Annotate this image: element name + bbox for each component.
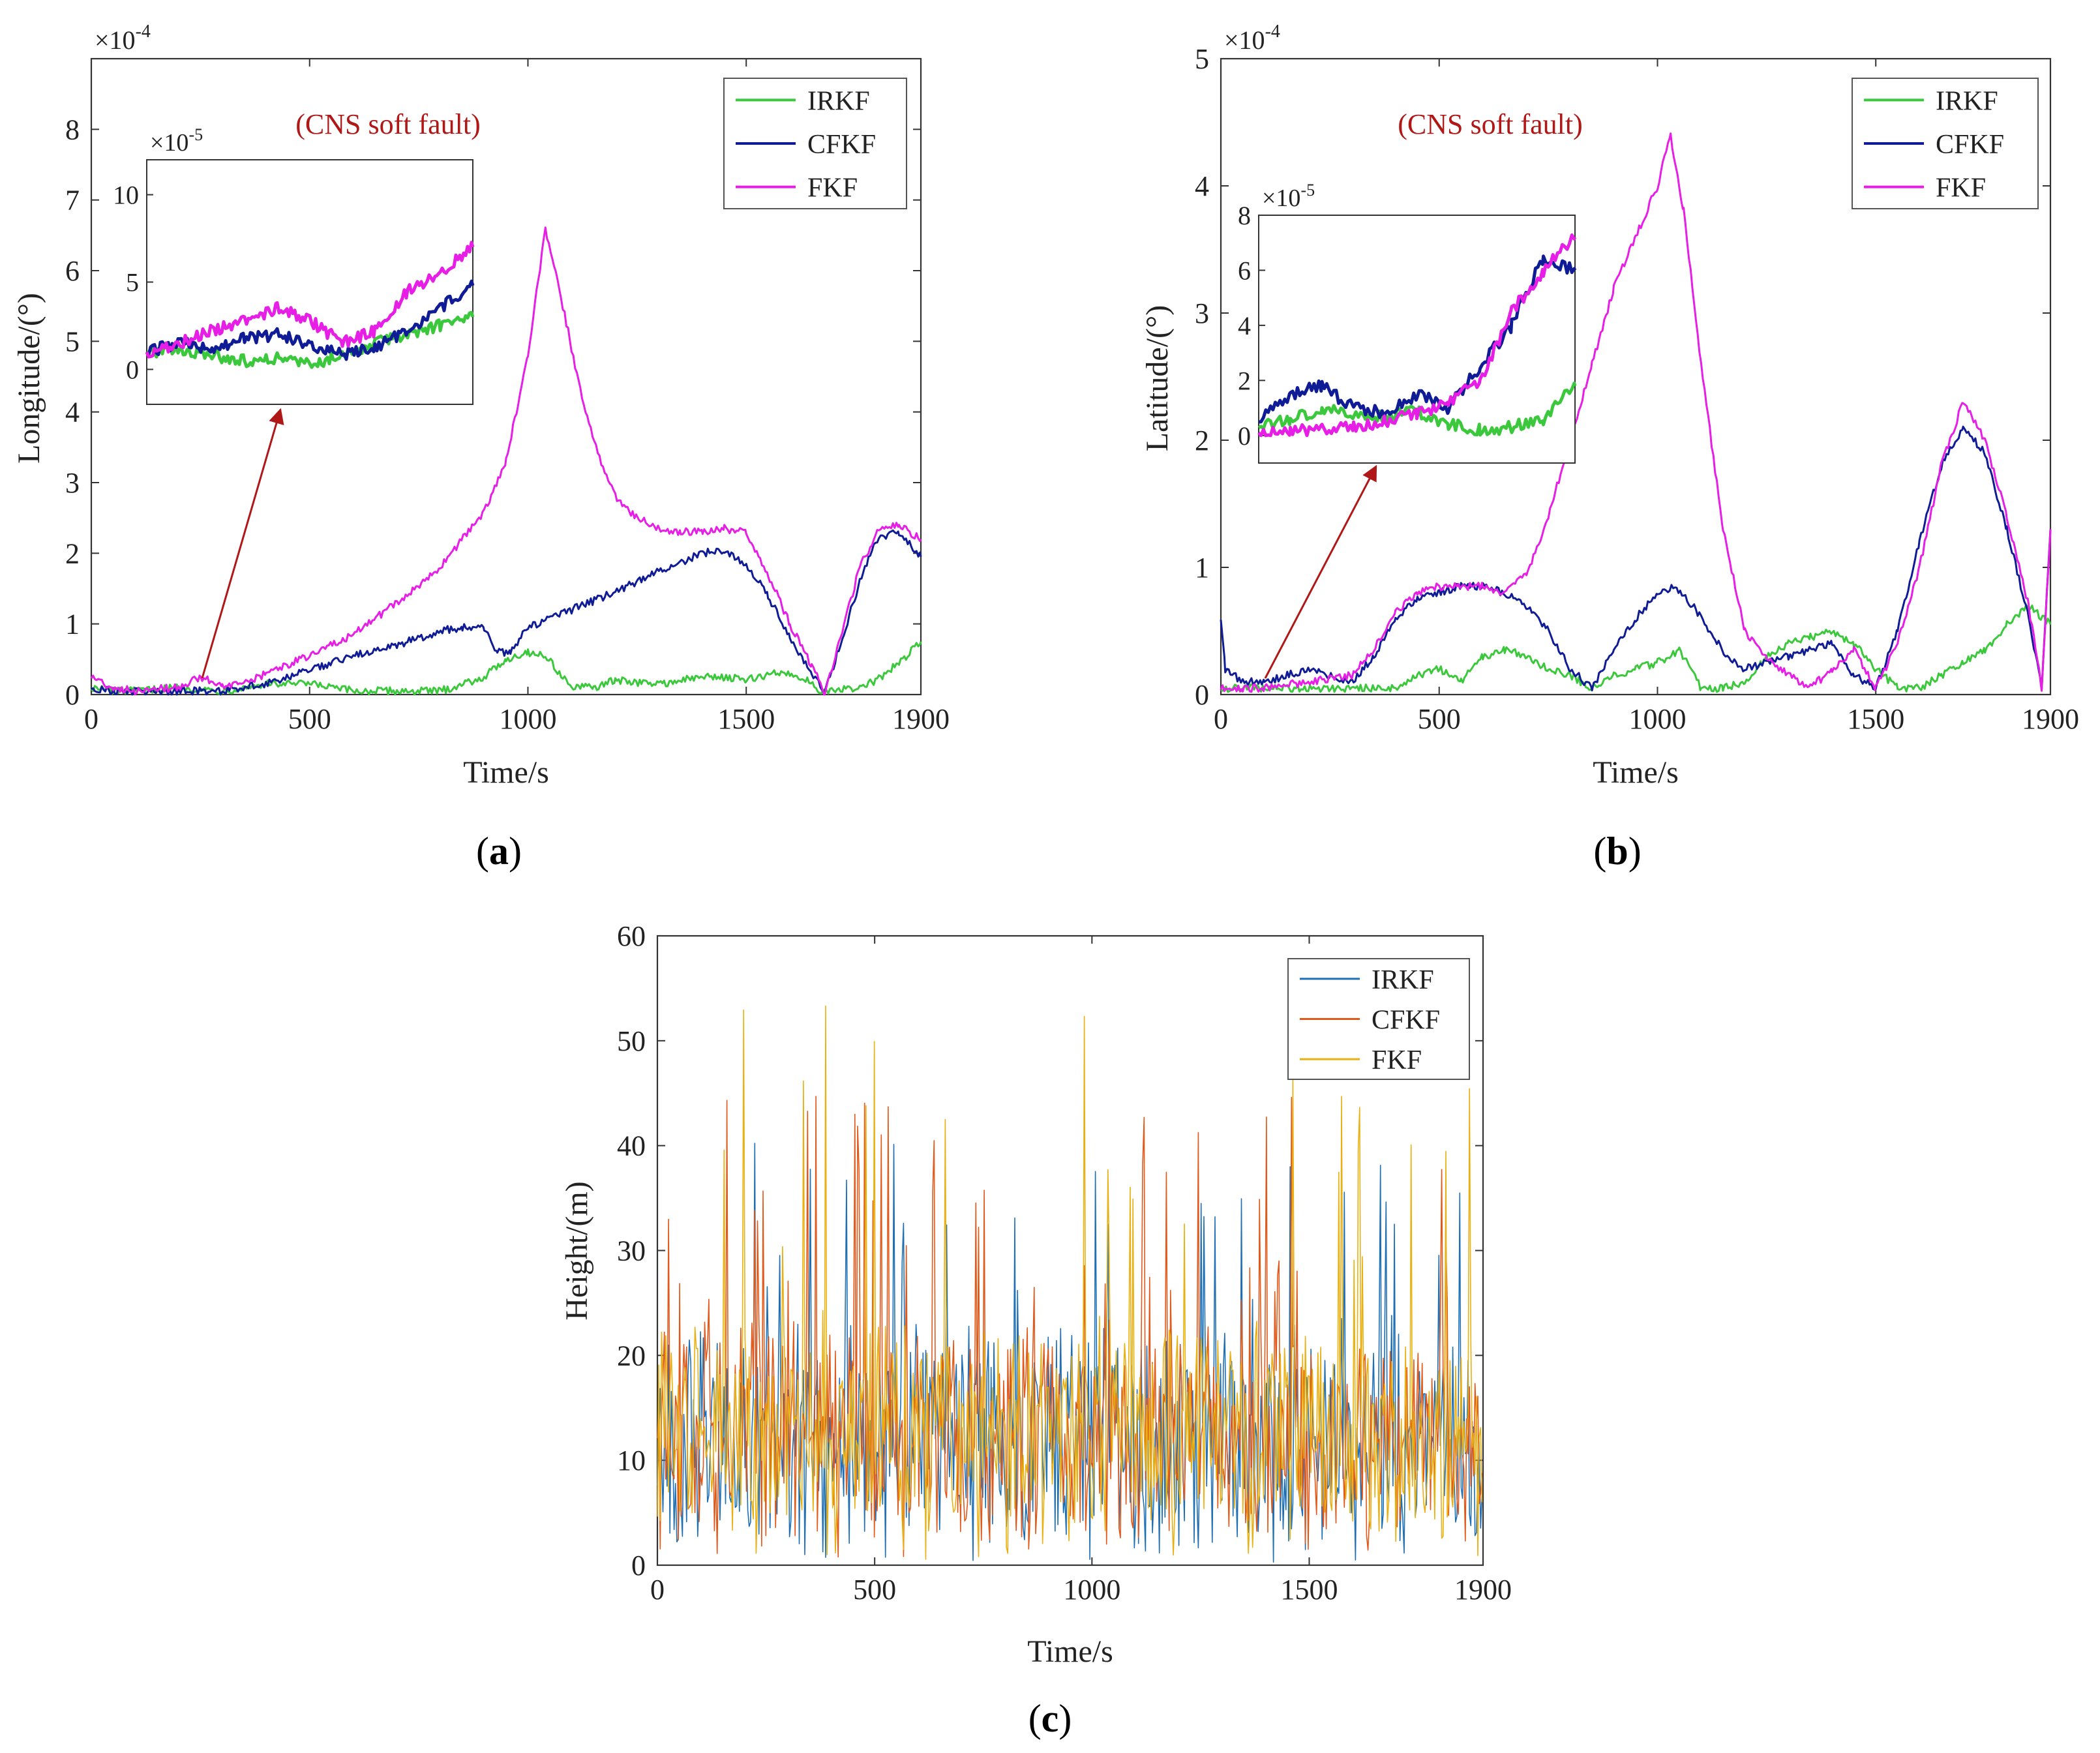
inset-plot: 0 2 4 6 8 ×10-5: [1238, 181, 1577, 464]
xlabel: Time/s: [1593, 755, 1679, 790]
y-tick-label: 4: [1195, 170, 1209, 202]
series-layer: [657, 1005, 1483, 1563]
inset-series-line-cfkf: [145, 279, 475, 361]
panel-label: (b): [1593, 830, 1641, 873]
inset-plot: 0 5 10 ×10-5: [113, 125, 475, 405]
series-line-fkf: [90, 226, 922, 696]
inset-series-line-fkf: [1257, 233, 1577, 438]
panel-c: 0 500 1000 1500 1900 0 10 20 30 40 50 60 Height/(m)…: [560, 920, 1512, 1740]
series-layer: [1220, 132, 2052, 693]
x-tick-label: 0: [84, 703, 98, 735]
panel-label: (a): [476, 830, 522, 873]
legend-label-fkf: FKF: [1936, 173, 1986, 203]
y-tick-label: 8: [65, 113, 80, 145]
y-tick-label: 3: [1195, 297, 1209, 329]
panel-a: 0 500 1000 1500 1900 0 1 2 3 4 5 6 7 8 ×10-4 Longitud…: [12, 22, 950, 873]
y-tick-label: 6: [65, 255, 80, 287]
y-tick-label: 50: [617, 1025, 646, 1057]
legend-label-irkf: IRKF: [1372, 965, 1434, 995]
ylabel: Longitude/(°): [12, 293, 46, 464]
inset-y-tick-label: 0: [1238, 421, 1251, 451]
inset-exponent-label: ×10-5: [150, 125, 203, 157]
series-line-irkf: [90, 641, 922, 696]
y-tick-label: 2: [65, 537, 80, 569]
series-layer: [90, 226, 922, 696]
y-tick-label: 2: [1195, 425, 1209, 457]
y-tick-label: 20: [617, 1340, 646, 1371]
legend: IRKF CFKF FKF: [1852, 78, 2039, 209]
inset-exponent-label: ×10-5: [1262, 181, 1315, 212]
ylabel: Latitude/(°): [1140, 305, 1175, 451]
y-tick-label: 30: [617, 1235, 646, 1267]
series-line-cfkf: [91, 529, 922, 696]
y-tick-label: 0: [631, 1550, 646, 1581]
x-tick-label: 1000: [1063, 1574, 1120, 1606]
inset-frame: [1258, 215, 1576, 464]
y-tick-label: 0: [1195, 679, 1209, 711]
inset-y-tick-label: 5: [126, 268, 139, 297]
inset-frame: [146, 159, 473, 405]
xlabel: Time/s: [463, 755, 549, 790]
legend: IRKF CFKF FKF: [1287, 958, 1470, 1080]
y-tick-label: 1: [1195, 552, 1209, 584]
series-line-irkf: [1220, 604, 2052, 693]
series-line-fkf: [657, 1005, 1483, 1560]
y-tick-label: 5: [65, 325, 80, 357]
annotation-arrow: [201, 408, 284, 679]
x-tick-label: 1900: [892, 703, 950, 735]
ylabel: Height/(m): [560, 1181, 594, 1320]
y-tick-label: 4: [65, 397, 80, 428]
x-tick-label: 0: [1214, 703, 1228, 735]
y-tick-label: 10: [617, 1445, 646, 1476]
inset-y-tick-label: 8: [1238, 201, 1251, 230]
legend-label-cfkf: CFKF: [1936, 130, 2004, 160]
tick-group: 0 500 1000 1500 1900 0 10 20 30 40 50 60: [617, 920, 1512, 1606]
series-line-fkf: [1220, 132, 2052, 693]
x-tick-label: 1900: [2022, 703, 2079, 735]
y-tick-label: 5: [1195, 43, 1209, 75]
inset-y-tick-label: 4: [1238, 311, 1251, 340]
legend-label-fkf: FKF: [807, 173, 858, 203]
inset-y-tick-label: 2: [1238, 366, 1251, 395]
x-tick-label: 500: [853, 1574, 896, 1606]
inset-y-tick-label: 6: [1238, 256, 1251, 285]
series-line-cfkf: [1220, 425, 2052, 692]
y-tick-label: 60: [617, 920, 646, 952]
x-tick-label: 1000: [1628, 703, 1686, 735]
annotation-text: (CNS soft fault): [1398, 108, 1583, 140]
exponent-label: ×10-4: [1224, 22, 1280, 55]
y-tick-label: 3: [65, 467, 80, 499]
exponent-label: ×10-4: [95, 22, 151, 55]
legend-label-irkf: IRKF: [1936, 86, 1998, 116]
y-tick-label: 40: [617, 1130, 646, 1162]
y-tick-label: 1: [65, 608, 80, 640]
x-tick-label: 0: [650, 1574, 665, 1606]
x-tick-label: 1000: [499, 703, 556, 735]
x-tick-label: 1900: [1454, 1574, 1512, 1606]
y-tick-label: 7: [65, 185, 80, 217]
legend-label-fkf: FKF: [1372, 1045, 1422, 1075]
legend-label-cfkf: CFKF: [807, 130, 876, 160]
inset-y-tick-label: 10: [113, 181, 139, 210]
tick-group: 0 500 1000 1500 1900 0 1 2 3 4 5 6 7 8: [65, 59, 950, 735]
y-tick-label: 0: [65, 679, 80, 711]
annotation-arrow: [1264, 464, 1377, 679]
x-tick-label: 1500: [717, 703, 775, 735]
panel-label: (c): [1028, 1697, 1072, 1740]
x-tick-label: 500: [1418, 703, 1461, 735]
xlabel: Time/s: [1027, 1634, 1113, 1669]
inset-series-line-fkf: [145, 241, 475, 359]
legend-label-irkf: IRKF: [807, 86, 870, 116]
inset-y-tick-label: 0: [126, 355, 139, 384]
x-tick-label: 1500: [1847, 703, 1904, 735]
legend-label-cfkf: CFKF: [1372, 1006, 1440, 1036]
x-tick-label: 500: [288, 703, 331, 735]
legend: IRKF CFKF FKF: [723, 78, 907, 209]
x-tick-label: 1500: [1280, 1574, 1338, 1606]
annotation-text: (CNS soft fault): [295, 108, 481, 140]
